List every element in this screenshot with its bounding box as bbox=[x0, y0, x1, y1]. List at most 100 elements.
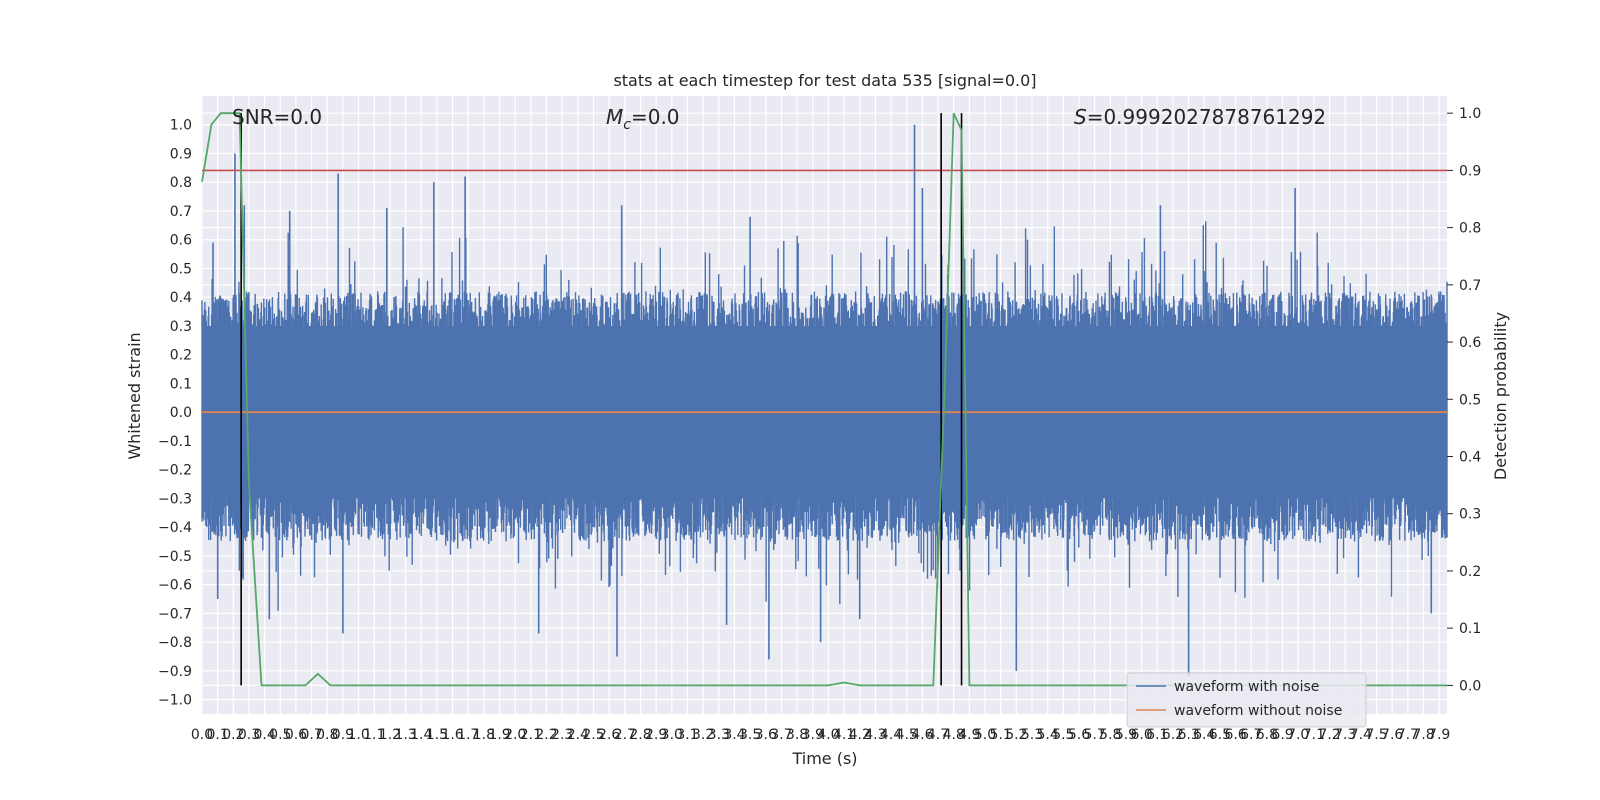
x-tick-label: 4.5 bbox=[896, 727, 918, 743]
x-tick-label: 7.0 bbox=[1287, 727, 1309, 743]
x-tick-label: 7.6 bbox=[1381, 727, 1403, 743]
x-axis-ticks: 0.00.10.20.30.40.50.60.70.80.91.01.11.21… bbox=[191, 727, 1450, 743]
y-axis-left-ticks: −1.0 −0.9 −0.8 −0.7 −0.6 −0.5 −0.4 −0.3 −0.2 −0.1… bbox=[158, 118, 192, 709]
y-axis-right-label: Detection probability bbox=[1491, 312, 1510, 480]
x-axis-label: Time (s) bbox=[791, 749, 857, 768]
x-tick-label: 7.2 bbox=[1318, 727, 1340, 743]
x-tick-label: 4.8 bbox=[943, 727, 965, 743]
x-tick-label: 0.4 bbox=[254, 727, 276, 743]
y-right-tick-label: 0.6 bbox=[1459, 335, 1481, 351]
x-tick-label: 6.2 bbox=[1162, 727, 1184, 743]
x-tick-label: 6.6 bbox=[1224, 727, 1246, 743]
x-tick-label: 2.7 bbox=[614, 727, 636, 743]
x-tick-label: 4.0 bbox=[817, 727, 839, 743]
y-right-tick-label: 0.8 bbox=[1459, 221, 1481, 237]
x-tick-label: 0.2 bbox=[222, 727, 244, 743]
x-tick-label: 2.9 bbox=[645, 727, 667, 743]
noise-spikes bbox=[212, 124, 1433, 677]
y-tick-label: −0.5 bbox=[158, 549, 192, 565]
x-tick-label: 4.2 bbox=[849, 727, 871, 743]
y-tick-label: −0.4 bbox=[158, 520, 192, 536]
x-tick-label: 3.5 bbox=[739, 727, 761, 743]
x-tick-label: 1.7 bbox=[457, 727, 479, 743]
y-tick-label: −0.9 bbox=[158, 664, 192, 680]
chart-title: stats at each timestep for test data 535… bbox=[613, 71, 1036, 90]
y-tick-label: 0.1 bbox=[170, 376, 192, 392]
y-tick-label: 0.5 bbox=[170, 261, 192, 277]
x-tick-label: 2.2 bbox=[535, 727, 557, 743]
x-tick-label: 1.3 bbox=[394, 727, 416, 743]
x-tick-label: 1.4 bbox=[410, 727, 432, 743]
s-symbol: S bbox=[1074, 105, 1087, 129]
x-tick-label: 5.2 bbox=[1005, 727, 1027, 743]
x-tick-label: 7.3 bbox=[1334, 727, 1356, 743]
x-tick-label: 4.1 bbox=[833, 727, 855, 743]
y-tick-label: −0.7 bbox=[158, 606, 192, 622]
x-tick-label: 6.0 bbox=[1130, 727, 1152, 743]
x-tick-label: 7.5 bbox=[1365, 727, 1387, 743]
y-tick-label: −0.3 bbox=[158, 491, 192, 507]
x-tick-label: 7.8 bbox=[1412, 727, 1434, 743]
y-tick-label: 0.8 bbox=[170, 175, 192, 191]
x-tick-label: 2.1 bbox=[520, 727, 542, 743]
x-tick-label: 6.4 bbox=[1193, 727, 1215, 743]
y-tick-label: 1.0 bbox=[170, 118, 192, 134]
snr-annotation: SNR=0.0 bbox=[232, 105, 322, 129]
x-tick-label: 5.0 bbox=[974, 727, 996, 743]
y-right-tick-label: 0.9 bbox=[1459, 163, 1481, 179]
x-tick-label: 3.9 bbox=[802, 727, 824, 743]
y-right-tick-label: 0.1 bbox=[1459, 621, 1481, 637]
x-tick-label: 1.6 bbox=[441, 727, 463, 743]
x-tick-label: 2.5 bbox=[582, 727, 604, 743]
x-tick-label: 3.4 bbox=[723, 727, 745, 743]
y-tick-label: −0.2 bbox=[158, 463, 192, 479]
x-tick-label: 6.9 bbox=[1271, 727, 1293, 743]
x-tick-label: 0.3 bbox=[238, 727, 260, 743]
y-tick-label: 0.6 bbox=[170, 233, 192, 249]
x-tick-label: 7.9 bbox=[1428, 727, 1450, 743]
x-tick-label: 3.6 bbox=[755, 727, 777, 743]
legend-label-clean: waveform without noise bbox=[1174, 703, 1342, 719]
x-tick-label: 6.5 bbox=[1209, 727, 1231, 743]
x-tick-label: 5.8 bbox=[1099, 727, 1121, 743]
x-tick-label: 4.6 bbox=[911, 727, 933, 743]
x-tick-label: 2.6 bbox=[598, 727, 620, 743]
legend-box bbox=[1126, 672, 1367, 728]
x-tick-label: 1.0 bbox=[347, 727, 369, 743]
x-tick-label: 0.7 bbox=[300, 727, 322, 743]
y-right-tick-label: 0.0 bbox=[1459, 678, 1481, 694]
x-tick-label: 1.8 bbox=[473, 727, 495, 743]
x-tick-label: 1.1 bbox=[363, 727, 385, 743]
x-tick-label: 6.8 bbox=[1256, 727, 1278, 743]
x-tick-label: 1.5 bbox=[426, 727, 448, 743]
y-right-tick-label: 0.4 bbox=[1459, 450, 1481, 466]
x-tick-label: 5.6 bbox=[1068, 727, 1090, 743]
y-right-tick-label: 0.2 bbox=[1459, 564, 1481, 580]
y-tick-label: −0.1 bbox=[158, 434, 192, 450]
x-tick-label: 7.1 bbox=[1303, 727, 1325, 743]
x-tick-label: 7.7 bbox=[1397, 727, 1419, 743]
x-tick-label: 2.4 bbox=[567, 727, 589, 743]
y-axis-label: Whitened strain bbox=[125, 332, 144, 459]
x-tick-label: 3.1 bbox=[676, 727, 698, 743]
y-tick-label: 0.9 bbox=[170, 146, 192, 162]
series-detection-probability bbox=[201, 112, 1447, 687]
y-right-tick-label: 0.7 bbox=[1459, 278, 1481, 294]
y-tick-label: 0.2 bbox=[170, 348, 192, 364]
y-tick-label: 0.7 bbox=[170, 204, 192, 220]
y-tick-label: −0.8 bbox=[158, 635, 192, 651]
x-tick-label: 2.8 bbox=[629, 727, 651, 743]
x-tick-label: 5.4 bbox=[1037, 727, 1059, 743]
x-tick-label: 5.9 bbox=[1115, 727, 1137, 743]
x-tick-label: 6.3 bbox=[1177, 727, 1199, 743]
x-tick-label: 3.0 bbox=[661, 727, 683, 743]
x-tick-label: 1.9 bbox=[488, 727, 510, 743]
x-tick-label: 5.1 bbox=[990, 727, 1012, 743]
y-right-tick-label: 0.5 bbox=[1459, 392, 1481, 408]
y-tick-label: −0.6 bbox=[158, 578, 192, 594]
x-tick-label: 2.0 bbox=[504, 727, 526, 743]
x-tick-label: 0.5 bbox=[269, 727, 291, 743]
x-tick-label: 0.9 bbox=[332, 727, 354, 743]
x-tick-label: 0.8 bbox=[316, 727, 338, 743]
x-tick-label: 6.7 bbox=[1240, 727, 1262, 743]
